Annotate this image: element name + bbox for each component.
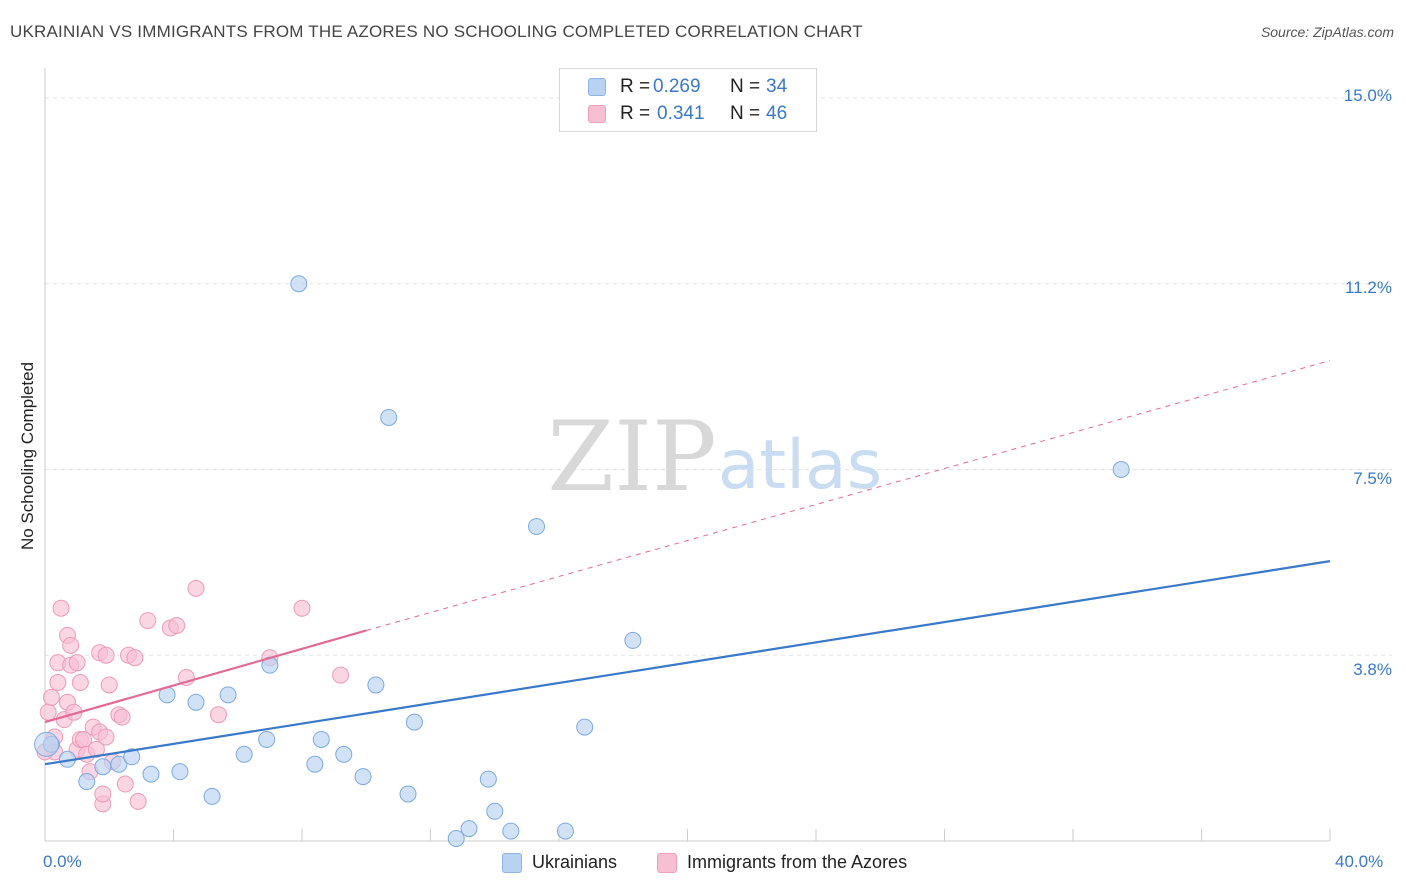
correlation-legend: R = 0.269 N = 34 R = 0.341 N = 46 xyxy=(559,68,817,132)
point-azores xyxy=(332,666,350,684)
trend-line-azores xyxy=(44,629,367,724)
point-azores xyxy=(187,579,205,597)
point-azores xyxy=(129,792,147,810)
point-azores xyxy=(42,688,60,706)
point-ukrainians xyxy=(110,755,128,773)
point-azores xyxy=(293,599,311,617)
chart-title: UKRAINIAN VS IMMIGRANTS FROM THE AZORES … xyxy=(10,22,863,41)
legend-row-ukrainians: R = 0.269 N = 34 xyxy=(560,74,816,100)
point-ukrainians xyxy=(367,676,385,694)
y-tick-label: 7.5% xyxy=(1353,469,1392,488)
point-ukrainians xyxy=(34,731,60,757)
watermark: ZIP atlas xyxy=(547,401,882,513)
point-ukrainians xyxy=(219,686,237,704)
point-ukrainians xyxy=(479,770,497,788)
point-azores xyxy=(139,612,157,630)
legend-swatch-pink xyxy=(588,105,606,123)
legend-r-label: R = xyxy=(620,76,651,97)
legend-swatch-blue xyxy=(588,78,606,96)
y-axis-label: No Schooling Completed xyxy=(18,361,37,551)
point-ukrainians xyxy=(486,802,504,820)
point-ukrainians xyxy=(78,773,96,791)
legend-r-value: 0.269 xyxy=(653,76,701,97)
point-ukrainians xyxy=(447,830,465,848)
watermark-atlas: atlas xyxy=(718,426,882,505)
point-ukrainians xyxy=(354,768,372,786)
point-azores xyxy=(113,708,131,726)
point-ukrainians xyxy=(142,765,160,783)
trend-lines xyxy=(44,360,1331,766)
legend-row-azores: R = 0.341 N = 46 xyxy=(560,101,816,127)
point-azores xyxy=(71,673,89,691)
trend-line-azores-extension xyxy=(366,360,1331,631)
x-tick-label: 40.0% xyxy=(1335,852,1384,871)
y-tick-label: 15.0% xyxy=(1343,86,1392,105)
y-tick-label: 3.8% xyxy=(1353,660,1392,679)
point-azores xyxy=(94,785,112,803)
point-azores xyxy=(87,740,105,758)
watermark-zip: ZIP xyxy=(547,401,716,513)
point-azores xyxy=(116,775,134,793)
legend-r-label: R = xyxy=(620,103,651,124)
legend-r-value: 0.341 xyxy=(657,103,705,124)
point-ukrainians xyxy=(502,822,520,840)
point-ukrainians xyxy=(460,820,478,838)
point-azores xyxy=(49,673,67,691)
legend-n-label: N = xyxy=(730,103,761,124)
bottom-legend-swatch-pink xyxy=(657,853,677,873)
trend-line-ukrainians xyxy=(44,560,1331,766)
point-azores xyxy=(168,617,186,635)
point-ukrainians xyxy=(290,275,308,293)
legend-n-value: 34 xyxy=(766,76,788,97)
point-azores xyxy=(100,676,118,694)
point-ukrainians xyxy=(624,631,642,649)
point-ukrainians xyxy=(335,745,353,763)
point-azores xyxy=(39,703,57,721)
point-azores xyxy=(97,728,115,746)
chart-source: Source: ZipAtlas.com xyxy=(1260,24,1394,40)
point-azores xyxy=(62,636,80,654)
point-ukrainians xyxy=(576,718,594,736)
point-ukrainians xyxy=(399,785,417,803)
point-ukrainians xyxy=(306,755,324,773)
point-ukrainians xyxy=(405,713,423,731)
bottom-legend-label: Ukrainians xyxy=(532,852,618,872)
point-ukrainians xyxy=(203,787,221,805)
point-ukrainians xyxy=(258,730,276,748)
legend-n-label: N = xyxy=(730,76,761,97)
x-tick-label: 0.0% xyxy=(43,852,82,871)
point-ukrainians xyxy=(1112,461,1130,478)
series-ukrainians-points xyxy=(34,275,1130,848)
point-azores xyxy=(52,599,70,617)
point-ukrainians xyxy=(556,822,574,840)
point-ukrainians xyxy=(528,517,546,535)
point-ukrainians xyxy=(123,748,141,766)
grid-lines xyxy=(45,97,1392,656)
point-azores xyxy=(97,646,115,664)
point-azores xyxy=(68,654,86,672)
point-ukrainians xyxy=(187,693,205,711)
point-ukrainians xyxy=(94,758,112,776)
bottom-legend-swatch-blue xyxy=(502,853,522,873)
series-azores-points xyxy=(36,579,350,813)
y-tick-label: 11.2% xyxy=(1345,278,1392,297)
bottom-legend-label: Immigrants from the Azores xyxy=(687,852,908,872)
point-azores xyxy=(209,706,227,724)
point-ukrainians xyxy=(171,763,189,781)
legend-n-value: 46 xyxy=(766,103,788,124)
point-ukrainians xyxy=(380,408,398,426)
point-ukrainians xyxy=(312,730,330,748)
point-azores xyxy=(126,649,144,667)
point-ukrainians xyxy=(235,745,253,763)
